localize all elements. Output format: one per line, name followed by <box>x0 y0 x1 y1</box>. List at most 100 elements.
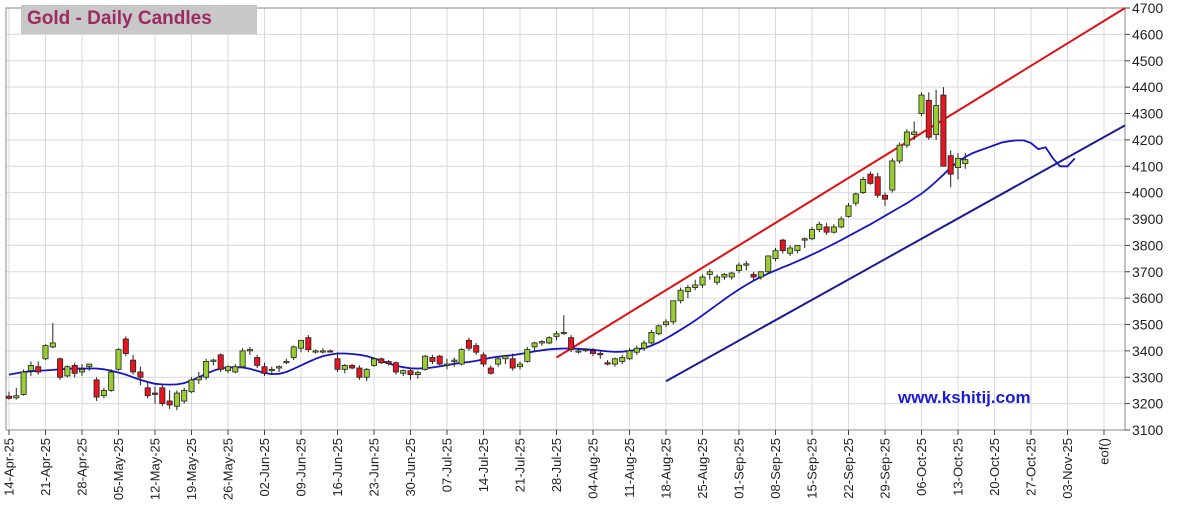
candle <box>867 171 874 185</box>
candle-body-up <box>903 131 910 146</box>
candle <box>217 353 224 372</box>
candle <box>487 365 494 375</box>
candle-body-up <box>684 287 691 292</box>
candle <box>290 345 297 361</box>
candle <box>524 346 531 363</box>
candle <box>27 361 34 376</box>
candle <box>568 335 575 353</box>
candle-body-down <box>823 226 830 233</box>
candle-body-up <box>203 361 210 378</box>
candle-body-down <box>137 371 144 378</box>
candle <box>823 222 830 235</box>
x-tick-label: 28-Apr-25 <box>75 438 90 496</box>
candle-body-down <box>261 366 268 374</box>
candle-body-up <box>181 390 188 402</box>
candle-body-up <box>546 337 553 344</box>
candle <box>809 226 816 241</box>
candle-body-up <box>728 272 735 278</box>
candle-body-up <box>414 372 421 376</box>
candle <box>42 344 49 361</box>
candle <box>443 358 450 370</box>
candle <box>407 368 414 380</box>
y-tick-label: 4400 <box>1132 79 1163 95</box>
y-tick-label: 3600 <box>1132 290 1163 306</box>
candle-body-up <box>443 363 450 366</box>
x-tick-label: 22-Sep-25 <box>841 438 856 499</box>
candle-body-up <box>400 370 407 374</box>
candle <box>297 339 304 353</box>
candle-body-down <box>144 387 151 397</box>
candle <box>896 142 903 164</box>
candle <box>166 390 173 409</box>
candle-body-up <box>830 226 837 233</box>
candle <box>538 340 545 346</box>
candle-body-up <box>538 341 545 344</box>
candle-body-up <box>896 144 903 162</box>
y-tick-label: 4000 <box>1132 185 1163 201</box>
candle <box>312 349 319 354</box>
x-tick-label: 14-Jul-25 <box>476 438 491 492</box>
candle <box>670 300 677 325</box>
y-tick-label: 4300 <box>1132 106 1163 122</box>
trendlines <box>555 7 1126 383</box>
candle <box>947 150 954 188</box>
candle <box>772 248 779 262</box>
candle <box>838 216 845 229</box>
candle <box>224 365 231 374</box>
x-tick-label: 08-Sep-25 <box>768 438 783 499</box>
x-tick-label: 23-Jun-25 <box>367 438 382 497</box>
x-tick-label: 13-Oct-25 <box>951 438 966 496</box>
y-tick-label: 3200 <box>1132 396 1163 412</box>
candle <box>590 348 597 357</box>
x-tick-label: 16-Jun-25 <box>330 438 345 497</box>
candle <box>122 336 129 357</box>
candle <box>108 369 115 392</box>
candle <box>341 364 348 374</box>
candle <box>283 358 290 365</box>
candle <box>582 348 589 353</box>
candle-body-up <box>495 358 502 365</box>
candle-body-up <box>42 345 49 360</box>
candle <box>57 357 64 380</box>
candle-body-up <box>962 159 969 165</box>
candle <box>619 354 626 365</box>
candle <box>706 269 713 280</box>
candle-body-down <box>480 354 487 365</box>
candle-body-down <box>130 359 137 373</box>
candle-body-up <box>531 342 538 348</box>
candle <box>203 358 210 380</box>
candle-body-down <box>35 366 42 373</box>
candle <box>531 341 538 351</box>
candle <box>736 262 743 274</box>
candle-body-down <box>597 353 604 356</box>
candle <box>874 172 881 198</box>
candle <box>830 224 837 234</box>
candle <box>64 365 71 378</box>
candle <box>210 358 217 366</box>
x-tick-label: 15-Sep-25 <box>805 438 820 499</box>
candle <box>495 357 502 367</box>
candle <box>195 371 202 384</box>
candle <box>451 357 458 367</box>
candle <box>268 366 275 375</box>
x-tick-label: 21-Apr-25 <box>38 438 53 496</box>
candle <box>502 354 509 365</box>
candle-body-down <box>166 400 173 406</box>
watermark-link[interactable]: www.kshitij.com <box>898 388 1031 407</box>
x-tick-label: 04-Aug-25 <box>586 438 601 499</box>
candle <box>597 350 604 359</box>
candle <box>465 337 472 351</box>
candle-body-down <box>874 176 881 196</box>
candle-body-up <box>224 366 231 372</box>
y-tick-label: 4500 <box>1132 53 1163 69</box>
x-tick-label: 07-Jul-25 <box>440 438 455 492</box>
candle <box>933 89 940 140</box>
candle <box>794 244 801 254</box>
candle-body-down <box>465 339 472 349</box>
x-tick-label: 20-Oct-25 <box>987 438 1002 496</box>
candle-body-up <box>363 368 370 378</box>
candle-body-up <box>787 247 794 254</box>
candle-body-up <box>27 364 34 372</box>
candle-body-down <box>947 155 954 175</box>
